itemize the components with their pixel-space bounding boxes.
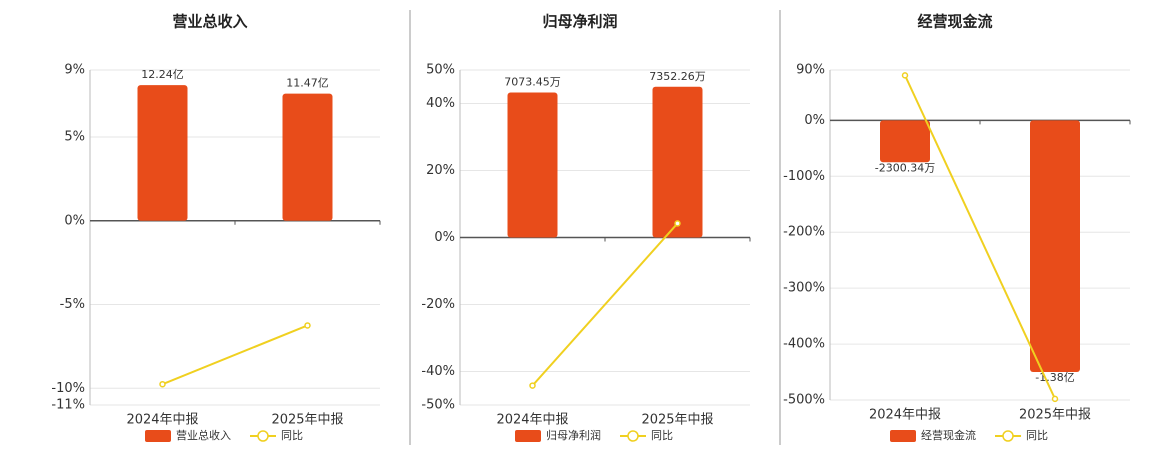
- x-tick-label: 2025年中报: [1019, 408, 1091, 423]
- y-tick-label: -100%: [783, 169, 825, 184]
- legend-label: 经营现金流: [921, 428, 976, 442]
- chart-title: 归母净利润: [542, 13, 617, 31]
- bar: [880, 120, 930, 163]
- x-tick-label: 2024年中报: [496, 413, 568, 428]
- value-label: 11.47亿: [286, 77, 329, 90]
- y-tick-label: 0%: [434, 230, 455, 245]
- bar: [652, 86, 703, 238]
- legend-point: [1002, 430, 1014, 442]
- x-tick-label: 2025年中报: [271, 413, 343, 428]
- legend-point: [627, 430, 639, 442]
- yoy-point: [674, 220, 681, 227]
- y-tick-label: -10%: [51, 381, 85, 396]
- y-tick-label: 20%: [426, 163, 455, 178]
- chart-title: 经营现金流: [917, 13, 992, 31]
- bar: [282, 93, 333, 221]
- bar: [507, 92, 558, 238]
- legend-label: 同比: [281, 429, 303, 442]
- legend-swatch: [890, 430, 916, 442]
- yoy-point: [529, 382, 536, 389]
- bar: [1030, 120, 1080, 373]
- y-tick-label: -11%: [51, 398, 85, 413]
- y-tick-label: 9%: [64, 63, 85, 78]
- legend-label: 同比: [651, 429, 673, 442]
- y-tick-label: 50%: [426, 63, 455, 78]
- legend-label: 同比: [1026, 429, 1048, 442]
- legend-swatch: [515, 430, 541, 442]
- y-tick-label: -400%: [783, 337, 825, 352]
- y-tick-label: -200%: [783, 225, 825, 240]
- x-tick-label: 2024年中报: [869, 408, 941, 423]
- legend-swatch: [145, 430, 171, 442]
- yoy-point: [1051, 395, 1059, 403]
- y-tick-label: 5%: [64, 130, 85, 145]
- y-tick-label: 40%: [426, 96, 455, 111]
- value-label: 12.24亿: [141, 68, 184, 81]
- y-tick-label: 90%: [796, 63, 825, 78]
- value-label: -2300.34万: [875, 161, 935, 174]
- bar: [137, 85, 188, 221]
- yoy-point: [304, 322, 311, 329]
- x-tick-label: 2024年中报: [126, 413, 198, 428]
- value-label: -1.38亿: [1035, 371, 1074, 384]
- x-tick-label: 2025年中报: [641, 413, 713, 428]
- yoy-line: [904, 74, 1056, 400]
- y-tick-label: 0%: [804, 113, 825, 128]
- legend-point: [257, 430, 269, 442]
- chart-title: 营业总收入: [172, 13, 247, 31]
- yoy-point: [159, 380, 166, 388]
- y-tick-label: -500%: [783, 393, 825, 408]
- y-tick-label: -40%: [421, 364, 455, 379]
- value-label: 7352.26万: [649, 70, 706, 83]
- legend-label: 营业总收入: [176, 428, 231, 442]
- y-tick-label: 0%: [64, 213, 85, 228]
- y-tick-label: -20%: [421, 297, 455, 312]
- y-tick-label: -50%: [421, 398, 455, 413]
- y-tick-label: -300%: [783, 281, 825, 296]
- legend-label: 归母净利润: [546, 428, 601, 442]
- value-label: 7073.45万: [504, 75, 561, 88]
- yoy-line: [162, 324, 308, 386]
- yoy-point: [901, 72, 909, 79]
- yoy-line: [531, 222, 679, 387]
- y-tick-label: -5%: [60, 297, 85, 312]
